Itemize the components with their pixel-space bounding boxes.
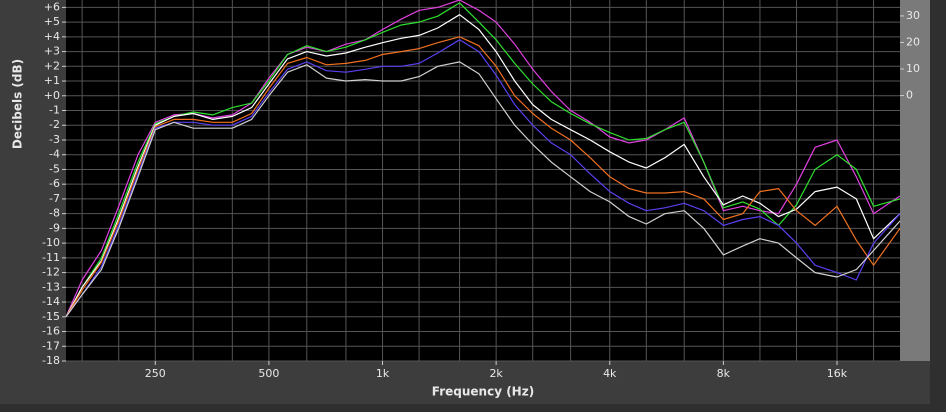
y-tick-label: -9 [49, 221, 60, 234]
y2-tick-label: 10 [906, 62, 920, 75]
y2-tick-label: 20 [906, 35, 920, 48]
y-tick-label: -14 [42, 295, 60, 308]
y-tick-label: -1 [49, 104, 60, 117]
x-tick-label: 16k [827, 367, 848, 380]
x-tick-label: 250 [145, 367, 166, 380]
y-axis-title: Decibels (dB) [11, 59, 25, 149]
y-tick-label: -11 [42, 251, 60, 264]
y-tick-label: +5 [44, 15, 60, 28]
x-tick-label: 2k [489, 367, 503, 380]
y-tick-label: -15 [42, 310, 60, 323]
series-line [65, 61, 901, 318]
y-tick-label: +6 [44, 0, 60, 13]
y-tick-label: +0 [44, 89, 60, 102]
plot-area [66, 0, 900, 361]
series-line [65, 2, 901, 318]
y-tick-label: +3 [44, 45, 60, 58]
x-axis-title: Frequency (Hz) [432, 385, 534, 399]
y-tick-label: -2 [49, 118, 60, 131]
y-tick-label: -8 [49, 207, 60, 220]
y-tick-label: -3 [49, 133, 60, 146]
y-tick-label: +2 [44, 59, 60, 72]
y-tick-label: -16 [42, 325, 60, 338]
y-tick-label: -5 [49, 162, 60, 175]
y2-tick-label: 30 [906, 9, 920, 22]
y-tick-label: -6 [49, 177, 60, 190]
x-tick-label: 500 [258, 367, 279, 380]
y-tick-label: +4 [44, 30, 60, 43]
y-tick-label: -17 [42, 339, 60, 352]
y-tick-label: -13 [42, 280, 60, 293]
y-tick-label: +1 [44, 74, 60, 87]
series-line [65, 36, 901, 318]
y-tick-label: -7 [49, 192, 60, 205]
right-axis-strip [900, 0, 930, 361]
y-tick-label: -10 [42, 236, 60, 249]
y-tick-label: -18 [42, 354, 60, 367]
x-tick-label: 1k [376, 367, 390, 380]
y2-tick-label: 0 [906, 89, 913, 102]
x-tick-label: 4k [603, 367, 617, 380]
y-tick-label: -12 [42, 266, 60, 279]
series-line [65, 39, 901, 318]
series-line [65, 14, 901, 318]
x-tick-label: 8k [717, 367, 731, 380]
y-tick-label: -4 [49, 148, 60, 161]
